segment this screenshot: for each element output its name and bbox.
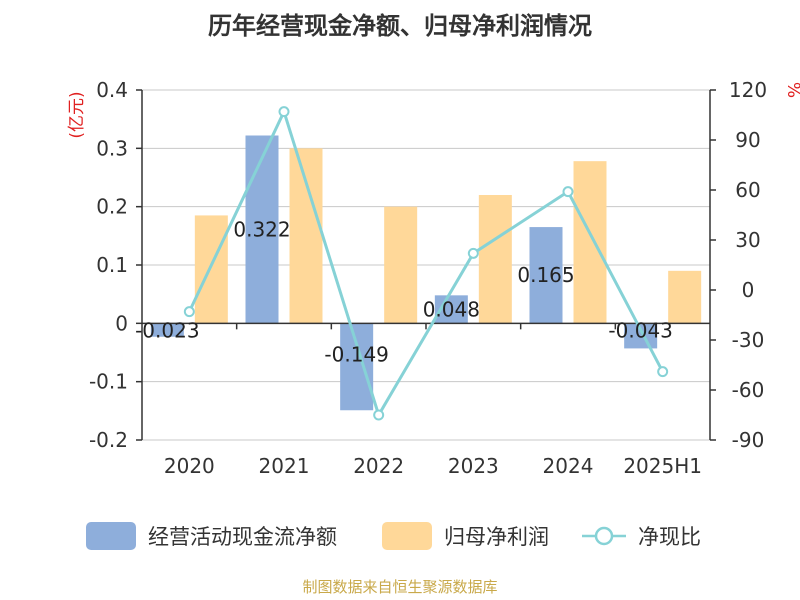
point-cash-ratio <box>183 306 195 318</box>
bar-net-profit <box>194 215 228 324</box>
chart-title: 历年经营现金净额、归母净利润情况 <box>208 12 592 40</box>
y-right-tick-label: 60 <box>735 178 760 202</box>
data-label-operating-cash-flow: -0.149 <box>324 342 388 366</box>
x-category-label: 2023 <box>448 454 499 478</box>
bar-operating-cash-flow <box>529 227 563 324</box>
y-left-tick-label: 0.1 <box>96 253 128 277</box>
y-right-unit-label: % <box>783 82 800 98</box>
y-left-tick-label: -0.2 <box>89 428 128 452</box>
y-right-tick-label: -30 <box>732 328 765 352</box>
bar-operating-cash-flow <box>150 323 184 337</box>
y-right-tick-label: 0 <box>742 278 755 302</box>
y-right-tick-label: -60 <box>732 378 765 402</box>
y-left-tick-label: 0.4 <box>96 78 128 102</box>
y-left-unit-label: (亿元) <box>67 91 87 138</box>
y-left-tick-label: 0 <box>115 311 128 335</box>
legend-label-operating-cash-flow: 经营活动现金流净额 <box>148 525 337 549</box>
legend-label-cash-ratio: 净现比 <box>638 525 701 549</box>
y-right-tick-label: 90 <box>735 128 760 152</box>
legend-item-operating-cash-flow: 经营活动现金流净额 <box>86 518 337 554</box>
x-category-label: 2022 <box>353 454 404 478</box>
y-left-tick-label: 0.3 <box>96 136 128 160</box>
bar-net-profit <box>384 206 418 324</box>
bar-net-profit <box>668 270 702 324</box>
data-label-operating-cash-flow: 0.048 <box>423 297 480 321</box>
x-category-label: 2020 <box>164 454 215 478</box>
y-left-tick-label: -0.1 <box>89 370 128 394</box>
chart-canvas: -0.2 -0.1 0 0.1 0.2 0.3 0.4 -90 -60 -30 0 30 60 90 120… <box>67 78 800 478</box>
bar-net-profit <box>289 148 323 324</box>
point-cash-ratio <box>562 186 574 198</box>
source-note: 制图数据来自恒生聚源数据库 <box>302 578 498 596</box>
data-label-operating-cash-flow: 0.165 <box>517 263 574 287</box>
data-label-operating-cash-flow: 0.322 <box>233 217 290 241</box>
x-category-label: 2024 <box>543 454 594 478</box>
point-cash-ratio <box>373 409 385 421</box>
line-cash-ratio <box>187 107 664 419</box>
legend: 经营活动现金流净额 归母净利润 净现比 <box>0 518 800 554</box>
data-label-operating-cash-flow: -0.023 <box>135 318 199 342</box>
x-category-label: 2025H1 <box>623 454 702 478</box>
legend-swatch-cash-ratio <box>582 526 626 546</box>
point-cash-ratio <box>278 106 290 118</box>
y-right-tick-label: 120 <box>729 78 767 102</box>
legend-label-net-profit: 归母净利润 <box>444 525 549 549</box>
point-cash-ratio <box>467 247 479 259</box>
bar-operating-cash-flow <box>340 323 374 411</box>
x-category-label: 2021 <box>259 454 310 478</box>
data-label-operating-cash-flow: -0.043 <box>608 318 672 342</box>
y-right-tick-label: -90 <box>732 428 765 452</box>
legend-swatch-net-profit <box>382 522 432 550</box>
y-left-tick-label: 0.2 <box>96 195 128 219</box>
y-right-tick-label: 30 <box>735 228 760 252</box>
legend-item-cash-ratio: 净现比 <box>582 518 701 554</box>
bar-net-profit <box>478 195 512 324</box>
legend-item-net-profit: 归母净利润 <box>382 518 549 554</box>
bar-operating-cash-flow <box>245 135 279 324</box>
point-cash-ratio <box>657 366 669 378</box>
legend-swatch-operating-cash-flow <box>86 522 136 550</box>
bar-net-profit <box>573 161 607 324</box>
